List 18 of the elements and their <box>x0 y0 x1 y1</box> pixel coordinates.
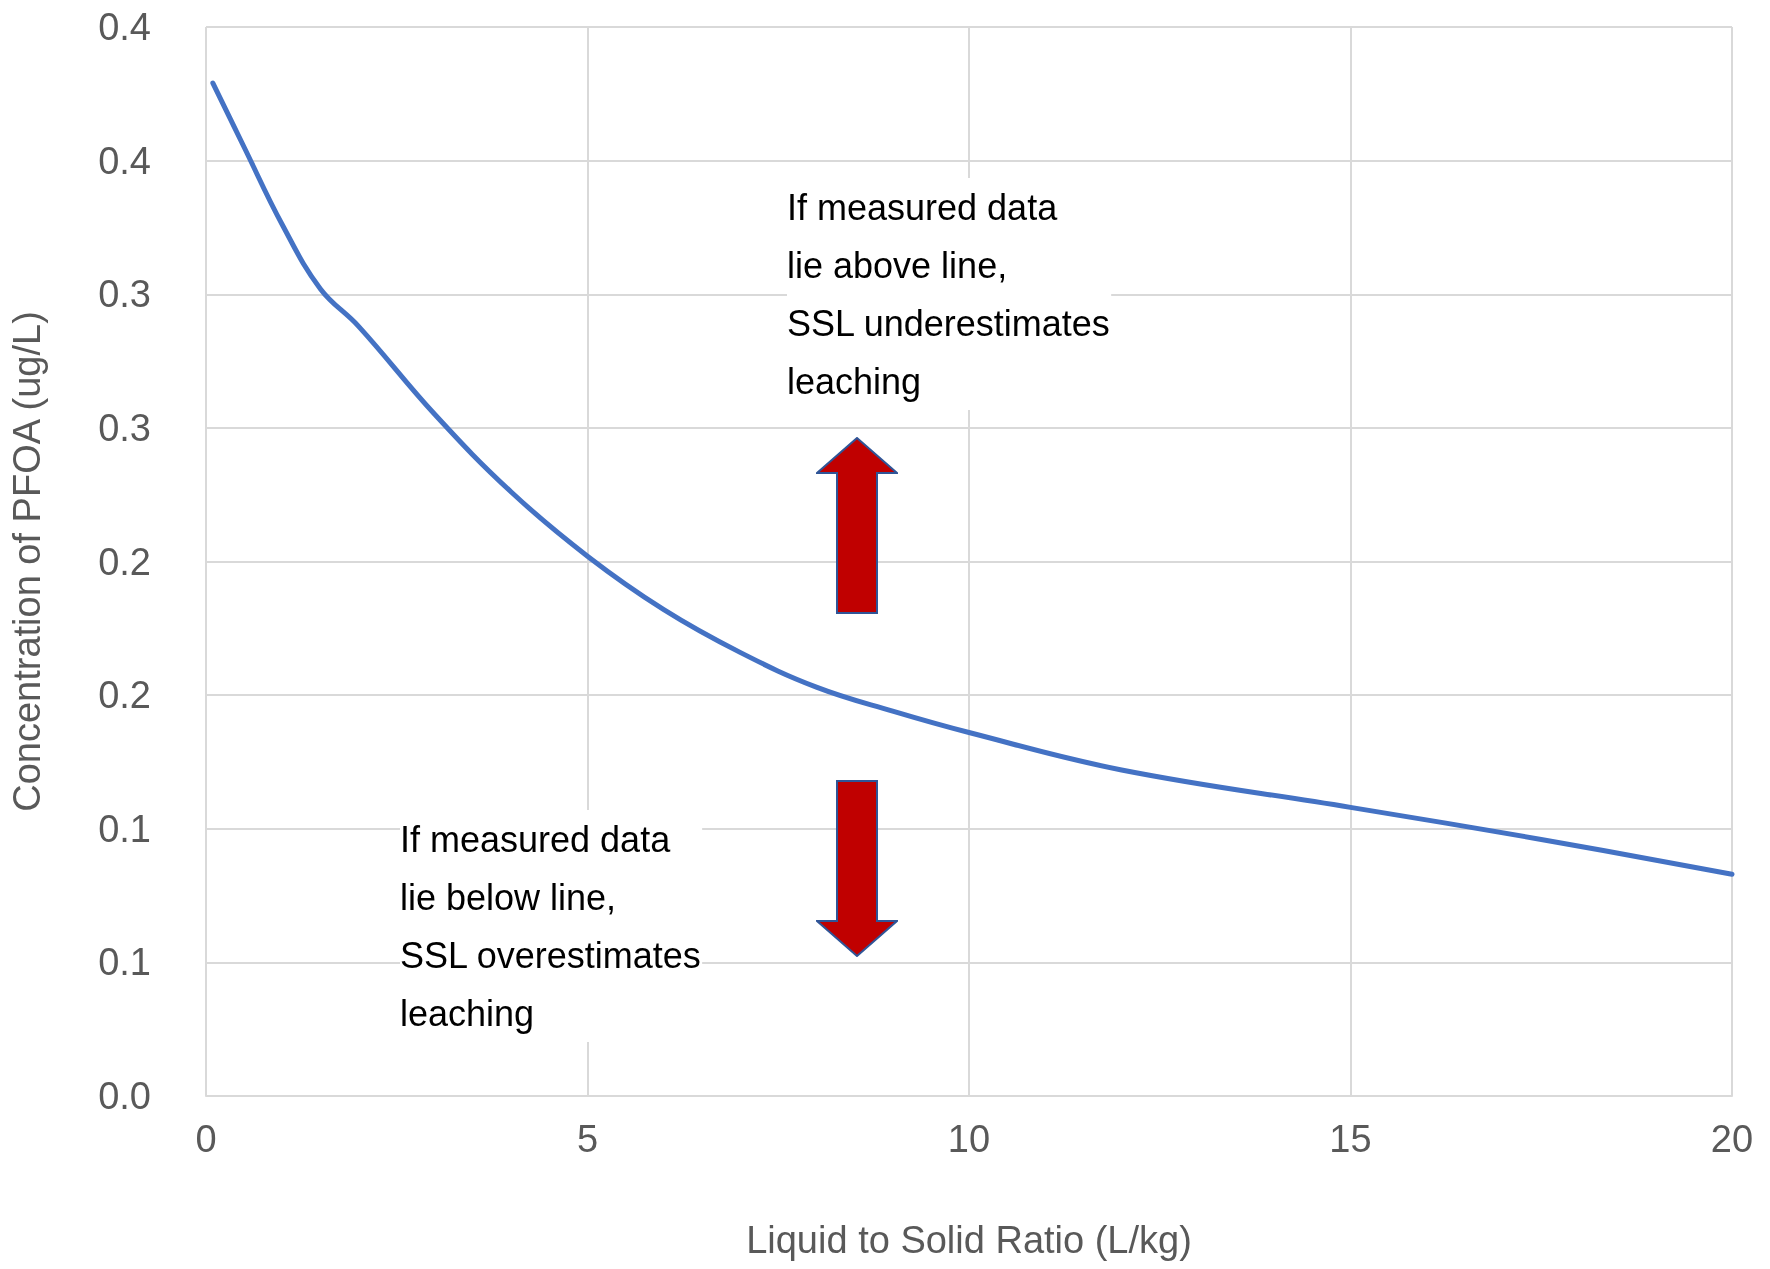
y-tick-label: 0.3 <box>98 406 151 449</box>
y-axis-title: Concentration of PFOA (ug/L) <box>6 311 48 812</box>
y-tick-label: 0.0 <box>98 1075 151 1117</box>
annotation: If measured data lie above line, SSL underestimates leaching <box>787 186 1110 402</box>
annotation: If measured data lie below line, SSL overestimates leaching <box>400 818 701 1034</box>
x-tick-label: 5 <box>576 1118 599 1160</box>
y-tick-label: 0.2 <box>98 674 151 717</box>
y-tick-label: 0.3 <box>98 273 151 316</box>
x-axis-title: Liquid to Solid Ratio (L/kg) <box>746 1219 1192 1261</box>
x-tick-label: 10 <box>947 1118 991 1160</box>
y-tick-label: 0.4 <box>98 139 151 182</box>
x-tick-label: 20 <box>1710 1118 1754 1160</box>
y-tick-label: 0.1 <box>98 807 151 850</box>
x-tick-label: 0 <box>195 1118 217 1160</box>
y-tick-label: 0.2 <box>98 540 151 583</box>
x-tick-label: 15 <box>1329 1118 1372 1160</box>
y-tick-label: 0.4 <box>98 6 151 48</box>
y-tick-label: 0.1 <box>98 941 151 984</box>
